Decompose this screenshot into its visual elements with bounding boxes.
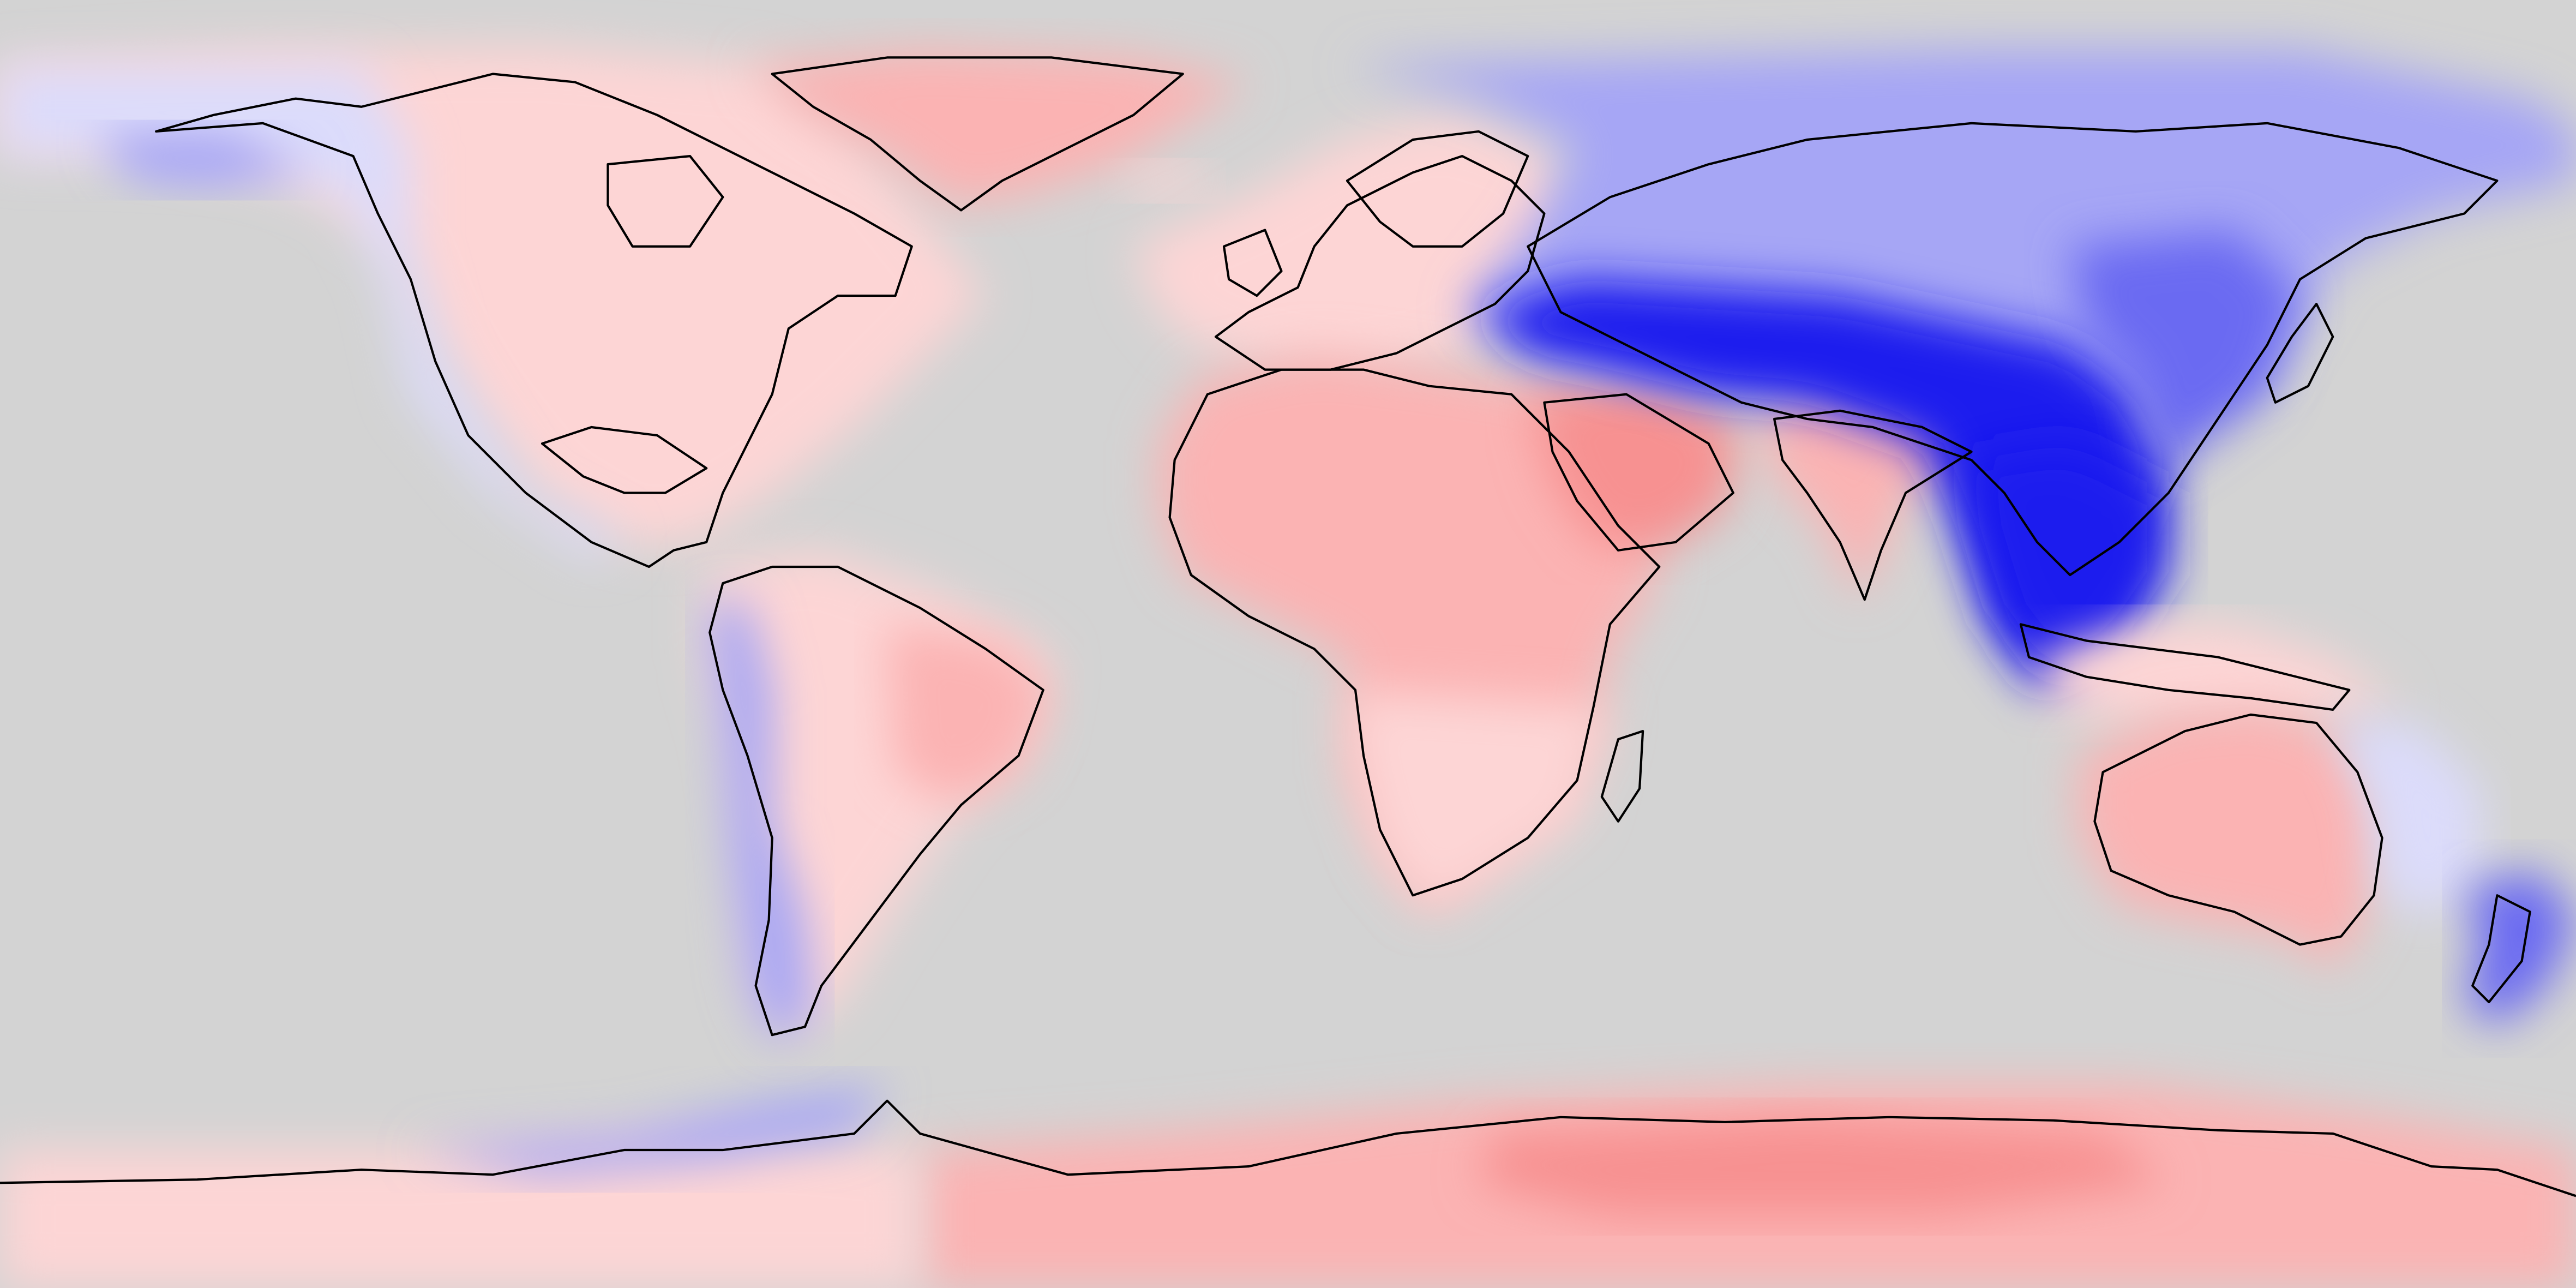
antarctica-west-fill [0, 1133, 920, 1288]
coastline-europe [1214, 154, 1546, 371]
iceland-fill [1117, 164, 1208, 197]
south-east-asia-fill [1971, 444, 2169, 674]
coastline-greenland [771, 56, 1184, 212]
new-zealand-fill [2464, 871, 2576, 1027]
coastline-indonesia [2019, 623, 2351, 711]
coastline-asia [1527, 122, 2499, 577]
central-asia-fill [1478, 279, 2169, 690]
coastline-hudson-bay [607, 154, 724, 248]
coastline-japan [2266, 303, 2334, 404]
antarctic-peninsula-fill [411, 1084, 887, 1175]
coastline-new-zealand [2471, 894, 2531, 1004]
coastline-antarctica [0, 1099, 2576, 1197]
brazil-fill [887, 624, 1052, 805]
greenland-fill [747, 49, 1249, 206]
coastline-gulf-of-mexico [541, 426, 708, 494]
east-australia-fill [2333, 723, 2481, 920]
coastline-arabia [1543, 393, 1734, 552]
coastline-india [1773, 409, 1973, 601]
maritime-continent-fill [2037, 624, 2399, 723]
coastline-madagascar [1600, 730, 1644, 823]
east-asia-fill [2070, 230, 2300, 477]
antarctica-core-fill [1478, 1117, 2169, 1216]
coastline-scandinavia [1346, 130, 1529, 248]
coastline-africa [1168, 368, 1661, 897]
north-america-fill [0, 46, 986, 542]
coastline-australia [2093, 713, 2383, 946]
coastline-north-america [155, 73, 913, 568]
andes-patagonia-fill [706, 600, 813, 1044]
coastline-south-america [708, 565, 1044, 1037]
coastline-british-isles [1222, 229, 1283, 297]
australia-fill [2078, 706, 2382, 969]
coastline-layer [0, 56, 2576, 1197]
southern-africa-fill [1347, 690, 1610, 912]
